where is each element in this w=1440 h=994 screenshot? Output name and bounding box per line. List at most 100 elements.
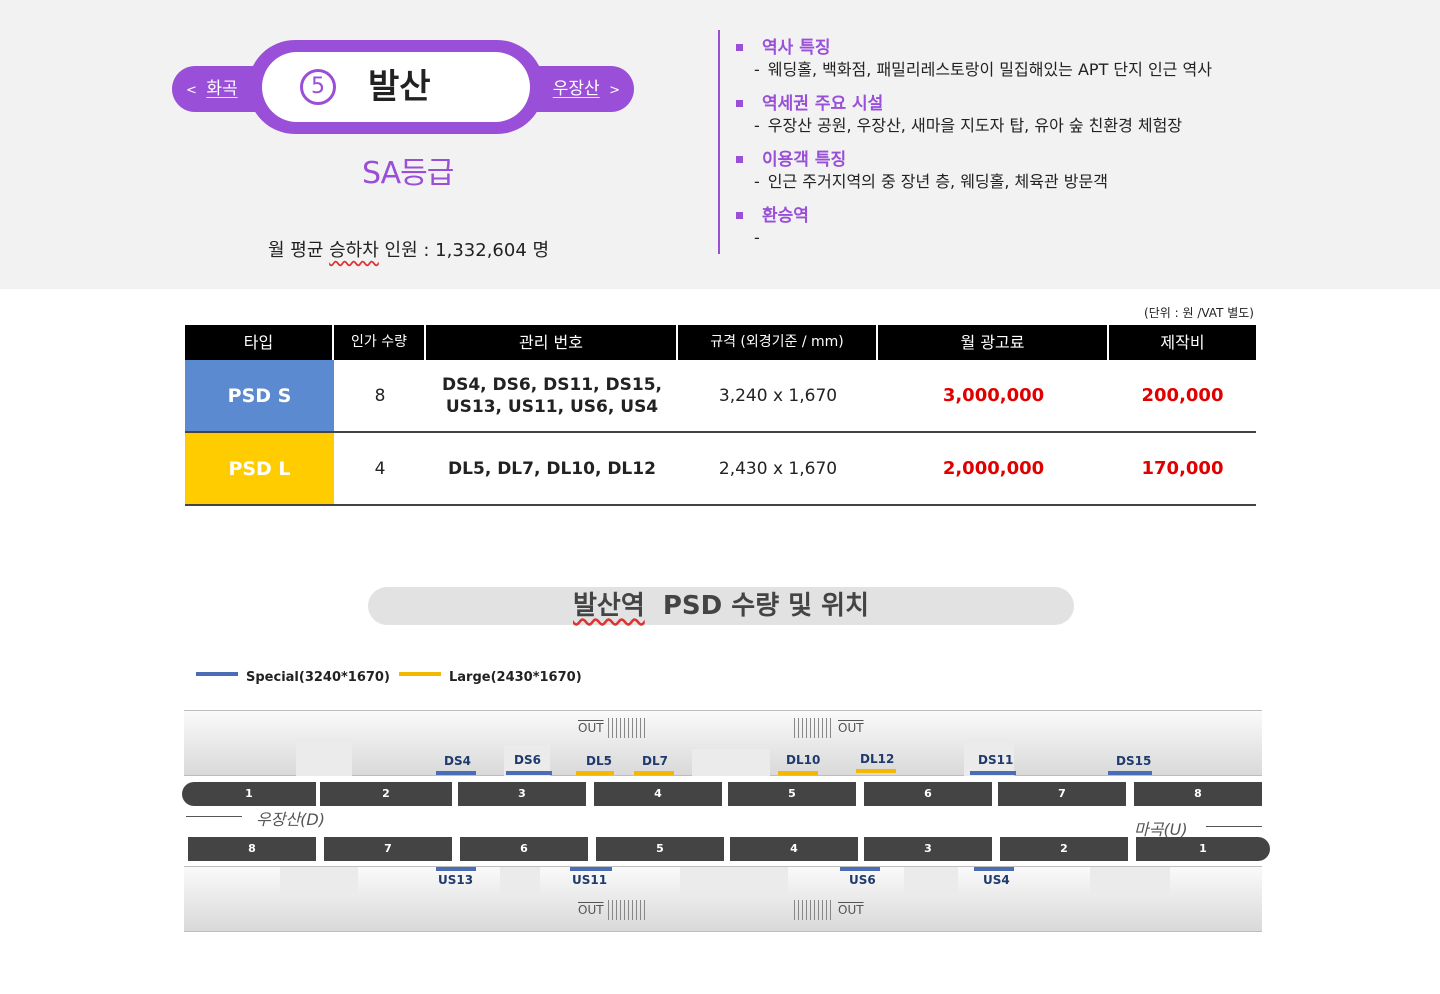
type-cell: PSD S: [185, 360, 334, 431]
psd-marker-large: [576, 771, 614, 775]
size-cell: 2,430 x 1,670: [718, 458, 838, 479]
column-header: 제작비: [1109, 325, 1256, 360]
square-bullet-icon: [736, 44, 743, 51]
exit-bottom-right: OUT: [794, 900, 868, 920]
arrow-right-icon: [1206, 826, 1262, 827]
monthly-ridership: 월 평균 승하차 인원 : 1,332,604 명: [268, 236, 549, 262]
info-item-history: 역사 특징 - 웨딩홀, 백화점, 패밀리레스토랑이 밀집해있는 APT 단지 인…: [736, 38, 1376, 94]
stairs-icon: [794, 718, 834, 738]
train-car: 1: [182, 782, 316, 806]
size-cell: 3,240 x 1,670: [718, 385, 838, 406]
platform-top: [184, 710, 1262, 776]
prev-station-label: 화곡: [206, 79, 238, 99]
info-desc: - 우장산 공원, 우장산, 새마을 지도자 탑, 유아 숲 친환경 체험장: [754, 116, 1183, 135]
info-desc: - 웨딩홀, 백화점, 패밀리레스토랑이 밀집해있는 APT 단지 인근 역사: [754, 60, 1212, 79]
train-car: 1: [1136, 837, 1270, 861]
legend-label: Large(2430*1670): [449, 670, 582, 685]
train-car: 7: [998, 782, 1126, 806]
door-label-dl7: DL7: [642, 754, 668, 768]
station-badge: 5 발산: [248, 40, 544, 134]
ridership-text-a: 월 평균: [268, 240, 330, 261]
codes-cell: DS4, DS6, DS11, DS15, US13, US11, US6, U…: [426, 360, 678, 431]
qty-cell: 8: [374, 385, 386, 406]
exit-bottom-left: OUT: [574, 900, 648, 920]
table-header-row: 타입 인가 수량 관리 번호 규격 (외경기준 / mm) 월 광고료 제작비: [185, 325, 1256, 360]
column-header: 규격 (외경기준 / mm): [678, 325, 878, 360]
psd-marker-large: [856, 769, 896, 773]
pillar: [692, 749, 770, 776]
station-name: 발산: [368, 67, 431, 107]
ridership-text-c: 인원 : 1,332,604 명: [378, 240, 550, 261]
train-car: 6: [460, 837, 588, 861]
production-fee-cell: 170,000: [1141, 458, 1224, 479]
pillar: [296, 741, 352, 776]
square-bullet-icon: [736, 212, 743, 219]
monthly-fee-cell: 3,000,000: [942, 385, 1045, 406]
info-item-users: 이용객 특징 - 인근 주거지역의 중 장년 층, 웨딩홀, 체육관 방문객: [736, 150, 1376, 206]
station-header: < 화곡 우장산 > 5 발산 SA등급 월 평균 승하차 인원 : 1,332…: [0, 0, 1440, 289]
legend-swatch: [196, 671, 238, 676]
info-desc-text: 인근 주거지역의 중 장년 층, 웨딩홀, 체육관 방문객: [767, 172, 1108, 191]
door-label-ds15: DS15: [1116, 754, 1152, 768]
pillar: [280, 867, 358, 893]
info-title: 역세권 주요 시설: [762, 94, 884, 114]
info-desc: -: [754, 228, 760, 247]
pillar: [504, 745, 550, 776]
psd-marker-large: [778, 771, 818, 775]
price-table: 타입 인가 수량 관리 번호 규격 (외경기준 / mm) 월 광고료 제작비 …: [185, 325, 1256, 506]
info-title: 역사 특징: [762, 38, 831, 58]
train-car: 4: [594, 782, 722, 806]
info-item-facilities: 역세권 주요 시설 - 우장산 공원, 우장산, 새마을 지도자 탑, 유아 숲 …: [736, 94, 1376, 150]
codes-line: US13, US11, US6, US4: [445, 396, 659, 417]
chevron-left-icon: <: [186, 83, 197, 98]
psd-marker-special: [974, 867, 1014, 871]
pillar: [500, 867, 540, 899]
map-title-station: 발산역: [573, 591, 645, 621]
table-row: PSD L 4 DL5, DL7, DL10, DL12 2,430 x 1,6…: [185, 433, 1256, 506]
exit-top-right: OUT: [794, 718, 868, 738]
line-number-icon: 5: [300, 69, 336, 105]
psd-marker-special: [506, 771, 552, 775]
column-header: 관리 번호: [426, 325, 678, 360]
info-desc-text: 웨딩홀, 백화점, 패밀리레스토랑이 밀집해있는 APT 단지 인근 역사: [767, 60, 1212, 79]
psd-marker-special: [570, 867, 612, 871]
station-grade: SA등급: [362, 156, 454, 191]
codes-cell: DL5, DL7, DL10, DL12: [448, 458, 656, 479]
column-header: 타입: [185, 325, 334, 360]
train-car: 8: [1134, 782, 1262, 806]
type-cell: PSD L: [185, 433, 334, 504]
column-header: 월 광고료: [878, 325, 1109, 360]
train-car: 6: [864, 782, 992, 806]
train-car: 2: [320, 782, 452, 806]
station-badge-inner: 5 발산: [262, 52, 530, 122]
pillar: [1090, 867, 1170, 893]
train-car: 5: [596, 837, 724, 861]
door-label-us6: US6: [849, 873, 876, 887]
psd-marker-special: [970, 771, 1016, 775]
train-car: 7: [324, 837, 452, 861]
exit-label: OUT: [838, 720, 864, 735]
door-label-dl5: DL5: [586, 754, 612, 768]
qty-cell: 4: [374, 458, 386, 479]
door-label-ds6: DS6: [514, 753, 541, 767]
table-row: PSD S 8 DS4, DS6, DS11, DS15, US13, US11…: [185, 360, 1256, 433]
train-car: 3: [864, 837, 992, 861]
info-desc: - 인근 주거지역의 중 장년 층, 웨딩홀, 체육관 방문객: [754, 172, 1108, 191]
prev-station-link[interactable]: < 화곡: [182, 66, 238, 112]
psd-marker-special: [840, 867, 880, 871]
psd-marker-special: [436, 867, 476, 871]
next-station-link[interactable]: 우장산 >: [553, 66, 624, 112]
exit-label: OUT: [578, 720, 604, 735]
exit-label: OUT: [838, 902, 864, 917]
map-title-rest: PSD 수량 및 위치: [644, 591, 869, 621]
train-car: 5: [728, 782, 856, 806]
door-label-us11: US11: [572, 873, 608, 887]
column-header: 인가 수량: [334, 325, 426, 360]
direction-down-label: 우장산(D): [256, 810, 325, 829]
door-label-dl12: DL12: [860, 752, 895, 766]
direction-up-label: 마곡(U): [1134, 820, 1188, 839]
codes-line: DS4, DS6, DS11, DS15,: [442, 374, 662, 395]
legend-label: Special(3240*1670): [246, 670, 390, 685]
station-info-list: 역사 특징 - 웨딩홀, 백화점, 패밀리레스토랑이 밀집해있는 APT 단지 인…: [736, 38, 1376, 262]
door-label-dl10: DL10: [786, 753, 821, 767]
